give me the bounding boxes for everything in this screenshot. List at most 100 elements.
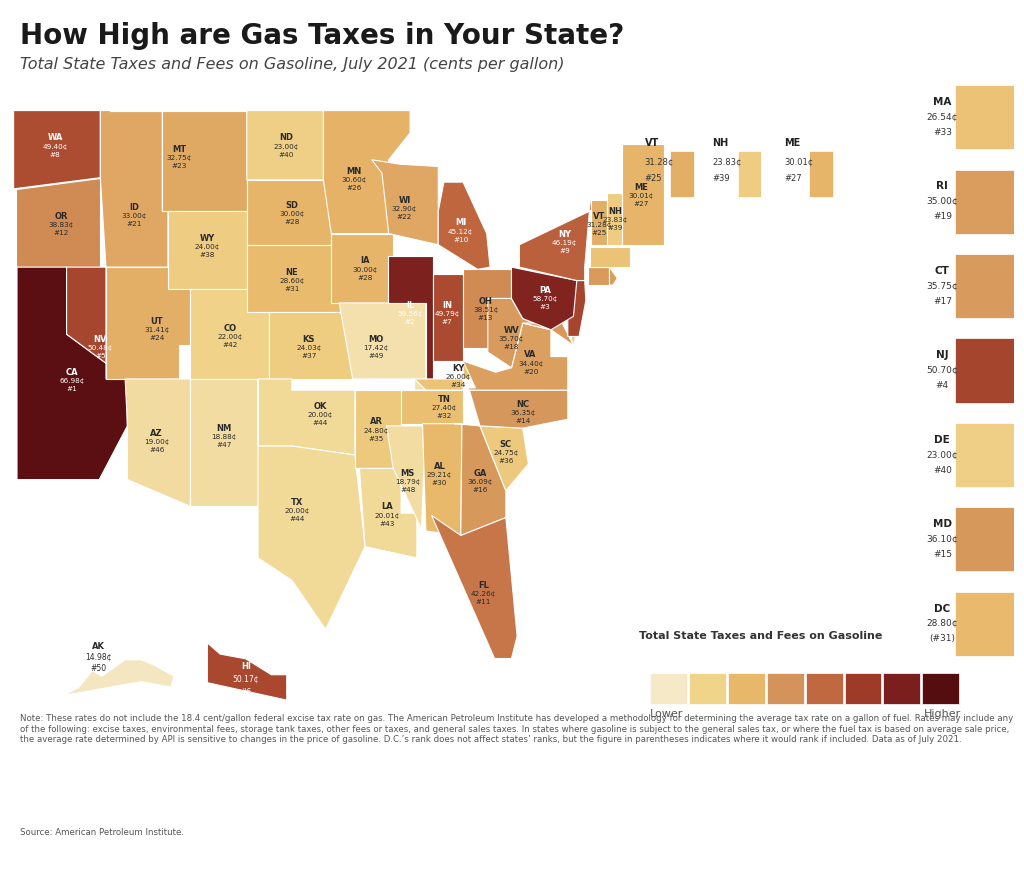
Text: 35.00¢: 35.00¢ [927, 197, 958, 206]
Polygon shape [208, 643, 287, 700]
Text: 59.56¢: 59.56¢ [397, 311, 423, 318]
Text: 20.00¢: 20.00¢ [285, 508, 310, 514]
Text: TX: TX [291, 498, 304, 507]
FancyBboxPatch shape [923, 672, 959, 705]
Text: SC: SC [500, 440, 512, 449]
Text: #31: #31 [284, 286, 300, 292]
Polygon shape [512, 267, 577, 330]
Text: 38.51¢: 38.51¢ [473, 307, 499, 313]
Text: 32.90¢: 32.90¢ [392, 206, 417, 213]
Text: AZ: AZ [151, 429, 163, 437]
Text: NY: NY [558, 229, 571, 239]
Polygon shape [190, 289, 269, 379]
Polygon shape [247, 110, 332, 180]
Text: #24: #24 [148, 335, 165, 341]
Text: KY: KY [453, 363, 465, 373]
Text: #26: #26 [346, 185, 361, 191]
FancyBboxPatch shape [650, 672, 687, 705]
Text: #23: #23 [171, 163, 187, 168]
Text: 30.00¢: 30.00¢ [352, 266, 378, 273]
Text: SD: SD [286, 200, 298, 210]
Text: #30: #30 [432, 481, 447, 486]
Text: VA: VA [524, 350, 537, 359]
Text: 14.98¢: 14.98¢ [85, 653, 112, 662]
FancyBboxPatch shape [884, 672, 921, 705]
Text: 30.60¢: 30.60¢ [341, 177, 367, 183]
Text: 33.00¢: 33.00¢ [122, 213, 146, 219]
Text: AL: AL [433, 462, 445, 471]
Text: CT: CT [935, 265, 950, 276]
Text: How High are Gas Taxes in Your State?: How High are Gas Taxes in Your State? [20, 22, 625, 50]
Text: 50.70¢: 50.70¢ [927, 366, 958, 375]
Polygon shape [359, 468, 417, 558]
Text: #7: #7 [442, 319, 453, 325]
Text: 42.26¢: 42.26¢ [471, 591, 496, 597]
Text: #28: #28 [284, 219, 300, 225]
Text: NC: NC [516, 400, 529, 408]
Text: #6: #6 [241, 688, 251, 697]
Text: 45.12¢: 45.12¢ [449, 228, 473, 235]
Text: 35.70¢: 35.70¢ [499, 336, 524, 342]
Polygon shape [591, 247, 630, 267]
FancyBboxPatch shape [806, 672, 843, 705]
FancyBboxPatch shape [955, 507, 1016, 572]
Text: #25: #25 [645, 174, 663, 183]
Polygon shape [16, 177, 100, 267]
Text: #16: #16 [472, 487, 487, 493]
Text: MS: MS [400, 469, 415, 478]
Text: 30.00¢: 30.00¢ [280, 211, 304, 217]
Text: KS: KS [302, 335, 315, 344]
Text: GA: GA [473, 469, 486, 478]
Polygon shape [355, 390, 403, 468]
Text: Note: These rates do not include the 18.4 cent/gallon federal excise tax rate on: Note: These rates do not include the 18.… [20, 714, 1014, 744]
Text: 26.54¢: 26.54¢ [927, 113, 958, 122]
Text: #39: #39 [607, 226, 623, 231]
Text: #27: #27 [633, 201, 649, 206]
Polygon shape [622, 144, 664, 245]
Text: UT: UT [151, 317, 163, 325]
Text: #1: #1 [67, 386, 78, 392]
Polygon shape [568, 280, 586, 336]
Text: 22.00¢: 22.00¢ [217, 333, 243, 340]
Text: #46: #46 [148, 447, 165, 452]
Text: NH: NH [713, 138, 728, 148]
Text: 28.80¢: 28.80¢ [927, 619, 958, 628]
Text: WI: WI [398, 196, 411, 206]
Text: 28.60¢: 28.60¢ [280, 278, 304, 284]
Text: 24.00¢: 24.00¢ [195, 244, 220, 250]
Text: CA: CA [66, 369, 79, 377]
Text: 30.01¢: 30.01¢ [629, 193, 653, 198]
Text: 36.09¢: 36.09¢ [467, 479, 493, 485]
Polygon shape [386, 426, 426, 529]
Text: #37: #37 [301, 353, 316, 359]
Text: OH: OH [478, 296, 493, 306]
Text: WV: WV [504, 325, 519, 335]
Text: DC: DC [934, 603, 950, 614]
Polygon shape [372, 160, 438, 245]
Text: 18.79¢: 18.79¢ [395, 479, 421, 485]
Polygon shape [67, 267, 134, 423]
Text: #44: #44 [312, 420, 328, 426]
Text: #40: #40 [279, 152, 294, 158]
Text: Higher: Higher [924, 708, 961, 719]
Polygon shape [438, 183, 490, 269]
Text: Lower: Lower [650, 708, 684, 719]
Text: 36.35¢: 36.35¢ [510, 410, 536, 415]
Polygon shape [17, 267, 127, 480]
Text: NJ: NJ [936, 350, 948, 360]
Text: #47: #47 [216, 442, 232, 448]
Text: 29.21¢: 29.21¢ [427, 473, 452, 478]
Text: HI: HI [241, 662, 251, 671]
Text: NV: NV [93, 335, 108, 344]
Text: #40: #40 [933, 466, 951, 475]
Text: 23.83¢: 23.83¢ [713, 157, 741, 167]
FancyBboxPatch shape [728, 672, 765, 705]
Text: #12: #12 [53, 230, 69, 235]
Text: #36: #36 [498, 458, 514, 464]
Text: MO: MO [369, 335, 384, 344]
Text: 27.40¢: 27.40¢ [431, 405, 457, 411]
FancyBboxPatch shape [955, 339, 1016, 402]
Polygon shape [519, 200, 613, 280]
Polygon shape [269, 312, 352, 379]
Text: VT: VT [593, 212, 605, 220]
